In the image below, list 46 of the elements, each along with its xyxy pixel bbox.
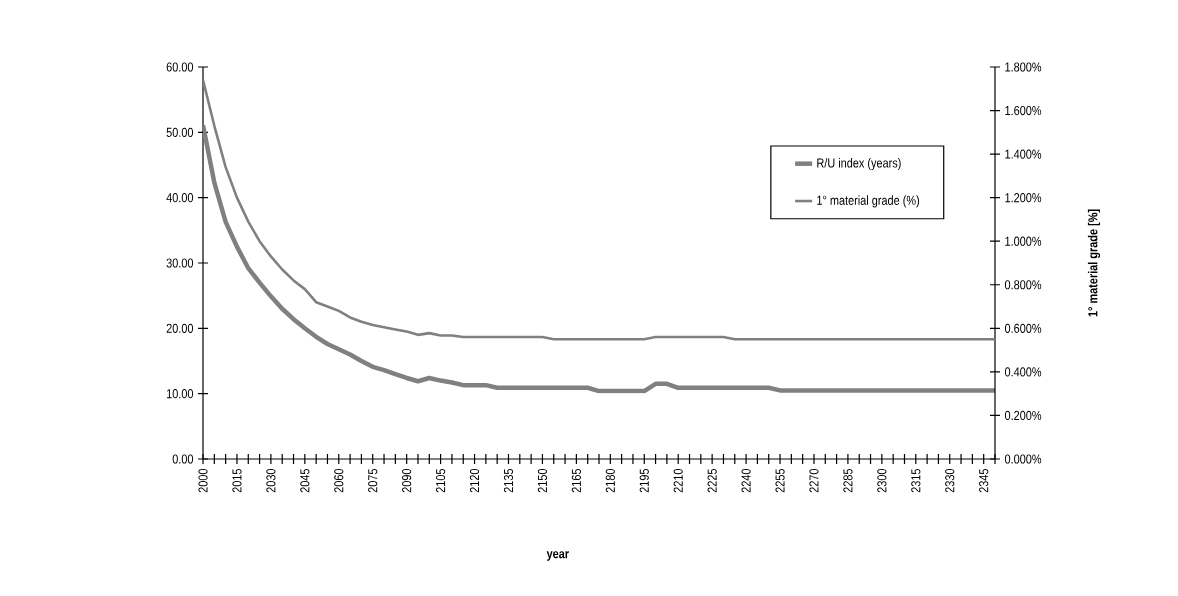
y2-tick-label: 0.600%	[1004, 323, 1042, 333]
y-tick-label: 30.00	[166, 258, 194, 268]
y2-tick-label: 1.400%	[1005, 149, 1042, 159]
y2-tick-label: 1.200%	[1005, 193, 1042, 203]
x-tick-label: 2240	[741, 468, 751, 493]
legend-label: R/U index (years)	[817, 157, 901, 171]
x-tick-label: 2345	[979, 468, 989, 493]
x-tick-label: 2315	[911, 468, 921, 493]
x-tick-label: 2105	[436, 468, 446, 493]
x-tick-label: 2015	[232, 468, 242, 493]
y-tick-label: 0.00	[172, 454, 194, 464]
y-tick-label: 40.00	[166, 193, 194, 203]
y2-tick-label: 0.000%	[1004, 454, 1042, 464]
x-tick-label: 2165	[571, 468, 581, 493]
y2-tick-label: 1.600%	[1005, 105, 1042, 116]
x-tick-label: 2195	[639, 468, 649, 493]
x-tick-label: 2255	[775, 468, 785, 493]
y-tick-label: 60.00	[166, 62, 194, 72]
y-tick-label: 10.00	[166, 389, 194, 399]
x-tick-label: 2090	[402, 468, 412, 493]
y2-tick-label: 0.200%	[1004, 410, 1042, 421]
y-tick-label: 50.00	[166, 127, 194, 137]
x-tick-label: 2285	[843, 468, 853, 493]
y-tick-label: 20.00	[166, 323, 194, 333]
x-tick-label: 2330	[945, 468, 955, 493]
x-tick-label: 2045	[300, 468, 310, 493]
y2-tick-label: 1.800%	[1005, 62, 1042, 72]
x-tick-label: 2300	[877, 468, 887, 493]
legend-label: 1° material grade (%)	[817, 195, 920, 208]
x-tick-label: 2120	[469, 468, 480, 493]
y2-tick-label: 0.800%	[1004, 280, 1042, 290]
line-series	[203, 78, 995, 341]
x-tick-label: 2075	[368, 468, 378, 493]
x-tick-label: 2210	[673, 468, 683, 493]
x-tick-label: 2135	[503, 468, 514, 493]
x-tick-label: 2225	[707, 468, 717, 493]
x-tick-label: 2270	[809, 468, 819, 493]
y2-axis-title: 1° material grade [%]	[1087, 209, 1101, 317]
y2-tick-label: 0.400%	[1004, 367, 1042, 377]
x-tick-label: 2000	[198, 468, 208, 493]
y2-tick-label: 1.000%	[1005, 236, 1042, 246]
x-tick-label: 2150	[537, 468, 548, 493]
x-tick-label: 2180	[605, 468, 615, 493]
x-tick-label: 2060	[334, 468, 344, 493]
x-tick-label: 2030	[266, 468, 276, 493]
x-axis-title: year	[546, 551, 569, 561]
